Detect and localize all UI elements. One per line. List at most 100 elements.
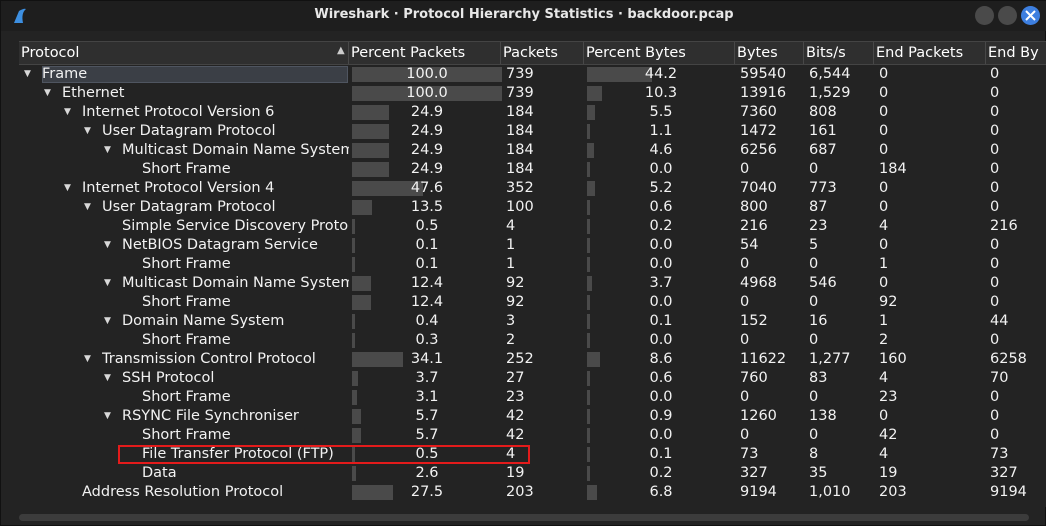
table-row[interactable]: Data 2.6 19 0.2 327 35 19 327 [19,464,1046,483]
table-row[interactable]: Short Frame 0.3 2 0.0 0 0 2 0 [19,331,1046,350]
packets-value: 352 [506,180,534,196]
bits-per-second-value: 161 [809,123,837,139]
col-end-bytes[interactable]: End By [988,45,1039,61]
end-packets-value: 203 [879,484,907,500]
protocol-name: SSH Protocol [122,370,215,386]
bits-per-second-value: 1,010 [809,484,851,500]
percent-bytes-bar [587,86,602,101]
expand-arrow-icon[interactable]: ▼ [104,373,111,383]
hierarchy-tree[interactable]: Protocol ▲ Percent Packets Packets Perce… [14,41,1046,507]
percent-packets-value: 24.9 [410,161,444,177]
expand-arrow-icon[interactable]: ▼ [104,316,111,326]
percent-bytes-bar [587,485,597,500]
protocol-name: Data [142,465,177,481]
table-row[interactable]: ▼ NetBIOS Datagram Service 0.1 1 0.0 54 5 0 0 [19,236,1046,255]
protocol-name: Address Resolution Protocol [82,484,284,500]
bits-per-second-value: 23 [809,218,828,234]
percent-bytes-bar [587,314,590,329]
bytes-value: 7360 [740,104,777,120]
minimize-button[interactable] [975,6,994,25]
protocol-name: Simple Service Discovery Protocol [122,218,349,234]
col-percent-bytes[interactable]: Percent Bytes [584,42,735,64]
percent-packets-value: 5.7 [415,427,439,443]
percent-bytes-value: 0.9 [649,408,673,424]
end-bytes-value: 216 [990,218,1018,234]
table-row[interactable]: ▼ User Datagram Protocol 13.5 100 0.6 800 87 0 0 [19,198,1046,217]
table-row[interactable]: ▼ Frame 100.0 739 44.2 59540 6,544 0 0 [19,65,1046,84]
table-row[interactable]: ▼ SSH Protocol 3.7 27 0.6 760 83 4 70 [19,369,1046,388]
protocol-name: RSYNC File Synchroniser [122,408,299,424]
ftp-highlight-box [118,445,530,464]
table-row[interactable]: ▼ User Datagram Protocol 24.9 184 1.1 1472 161… [19,122,1046,141]
end-packets-value: 184 [879,161,907,177]
table-row[interactable]: ▼ Ethernet 100.0 739 10.3 13916 1,529 0 0 [19,84,1046,103]
table-row[interactable]: ▼ Multicast Domain Name System 24.9 184 4.6 6… [19,141,1046,160]
expand-arrow-icon[interactable]: ▼ [104,145,111,155]
protocol-name: Short Frame [142,389,231,405]
end-packets-value: 160 [879,351,907,367]
packets-value: 4 [506,446,516,462]
bytes-value: 760 [740,370,768,386]
percent-packets-value: 13.5 [410,199,444,215]
end-packets-value: 0 [879,199,889,215]
expand-arrow-icon[interactable]: ▼ [84,126,91,136]
column-header: Protocol ▲ Percent Packets Packets Perce… [19,41,1046,65]
protocol-name: Frame [42,66,88,82]
close-button[interactable] [1021,6,1040,25]
horizontal-scrollbar[interactable] [19,514,1029,521]
col-packets[interactable]: Packets [501,42,584,64]
percent-packets-bar [352,181,423,196]
bytes-value: 0 [740,256,750,272]
table-row[interactable]: ▼ RSYNC File Synchroniser 5.7 42 0.9 1260 138 0… [19,407,1046,426]
protocol-name: NetBIOS Datagram Service [122,237,318,253]
table-row[interactable]: Short Frame 24.9 184 0.0 0 0 184 0 [19,160,1046,179]
percent-packets-value: 100.0 [406,85,448,101]
table-row[interactable]: Short Frame 3.1 23 0.0 0 0 23 0 [19,388,1046,407]
col-bytes[interactable]: Bytes [735,42,804,64]
expand-arrow-icon[interactable]: ▼ [84,354,91,364]
packets-value: 100 [506,199,534,215]
table-row[interactable]: Simple Service Discovery Protocol 0.5 4 0.2… [19,217,1046,236]
col-bits-per-second[interactable]: Bits/s [804,42,874,64]
bytes-value: 4968 [740,275,777,291]
expand-arrow-icon[interactable]: ▼ [64,107,71,117]
bytes-value: 800 [740,199,768,215]
col-percent-packets[interactable]: Percent Packets [349,42,501,64]
expand-arrow-icon[interactable]: ▼ [84,202,91,212]
percent-bytes-bar [587,409,590,424]
col-protocol[interactable]: Protocol [19,42,349,64]
expand-arrow-icon[interactable]: ▼ [64,183,71,193]
bytes-value: 0 [740,161,750,177]
table-row[interactable]: ▼ Domain Name System 0.4 3 0.1 152 16 1 44 [19,312,1046,331]
table-row[interactable]: ▼ Internet Protocol Version 4 47.6 352 5.2 70… [19,179,1046,198]
expand-arrow-icon[interactable]: ▼ [104,278,111,288]
bytes-value: 327 [740,465,768,481]
table-row[interactable]: Short Frame 5.7 42 0.0 0 0 42 0 [19,426,1046,445]
end-bytes-value: 0 [990,123,1000,139]
end-packets-value: 4 [879,446,889,462]
percent-packets-bar [352,428,361,443]
table-row[interactable]: ▼ Transmission Control Protocol 34.1 252 8.6… [19,350,1046,369]
percent-bytes-value: 10.3 [644,85,678,101]
expand-arrow-icon[interactable]: ▼ [104,240,111,250]
expand-arrow-icon[interactable]: ▼ [44,88,51,98]
table-row[interactable]: ▼ Internet Protocol Version 6 24.9 184 5.5 73… [19,103,1046,122]
end-packets-value: 4 [879,218,889,234]
table-row[interactable]: Short Frame 0.1 1 0.0 0 0 1 0 [19,255,1046,274]
bits-per-second-value: 35 [809,465,828,481]
end-bytes-value: 0 [990,389,1000,405]
percent-packets-bar [352,314,355,329]
bits-per-second-value: 16 [809,313,828,329]
table-row[interactable]: ▼ Multicast Domain Name System 12.4 92 3.7 49… [19,274,1046,293]
table-row[interactable]: Short Frame 12.4 92 0.0 0 0 92 0 [19,293,1046,312]
table-row[interactable]: Address Resolution Protocol 27.5 203 6.8 919… [19,483,1046,502]
expand-arrow-icon[interactable]: ▼ [24,69,31,79]
col-end-packets[interactable]: End Packets [874,42,986,64]
bytes-value: 54 [740,237,759,253]
expand-arrow-icon[interactable]: ▼ [104,411,111,421]
table-row[interactable]: File Transfer Protocol (FTP) 0.5 4 0.1 73 8 4 7… [19,445,1046,464]
packets-value: 184 [506,161,534,177]
bytes-value: 0 [740,294,750,310]
maximize-button[interactable] [998,6,1017,25]
packets-value: 27 [506,370,525,386]
